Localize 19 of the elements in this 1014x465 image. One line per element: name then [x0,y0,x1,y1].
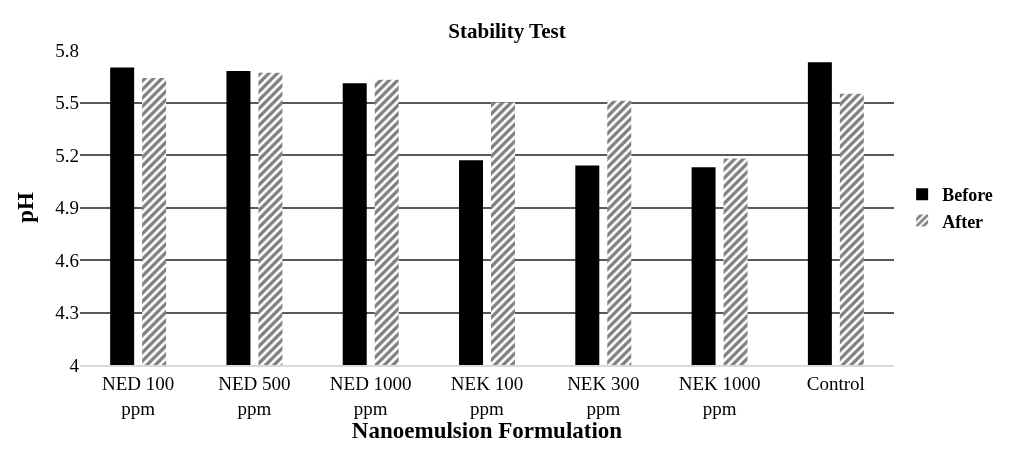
chart-title: Stability Test [448,18,566,43]
text: After [942,211,984,232]
y-axis-title: pH [12,192,38,223]
y-tick-label: 4.3 [55,302,79,324]
y-tick-label: 4 [69,354,80,376]
x-tick-label: NED 100 ppm [101,372,175,419]
x-axis-title: Nanoemulsion Formulation [351,418,623,444]
y-tick-label: 4.6 [55,249,79,271]
x-tick-label: Control [806,372,865,394]
y-tick-label: 4.9 [55,197,79,219]
legend-label: Before [942,185,993,206]
y-tick-label: 5.8 [55,39,79,61]
x-tick-label: NED 1000 ppm [329,372,412,419]
x-tick-label: NEK 300 ppm [567,372,640,419]
y-tick-label: 5.5 [55,92,79,114]
x-tick-label: NEK 1000 ppm [678,372,761,419]
x-tick-label: NEK 100 ppm [450,372,524,419]
x-tick-label: NED 500 ppm [218,372,291,419]
y-tick-label: 5.2 [55,144,79,166]
